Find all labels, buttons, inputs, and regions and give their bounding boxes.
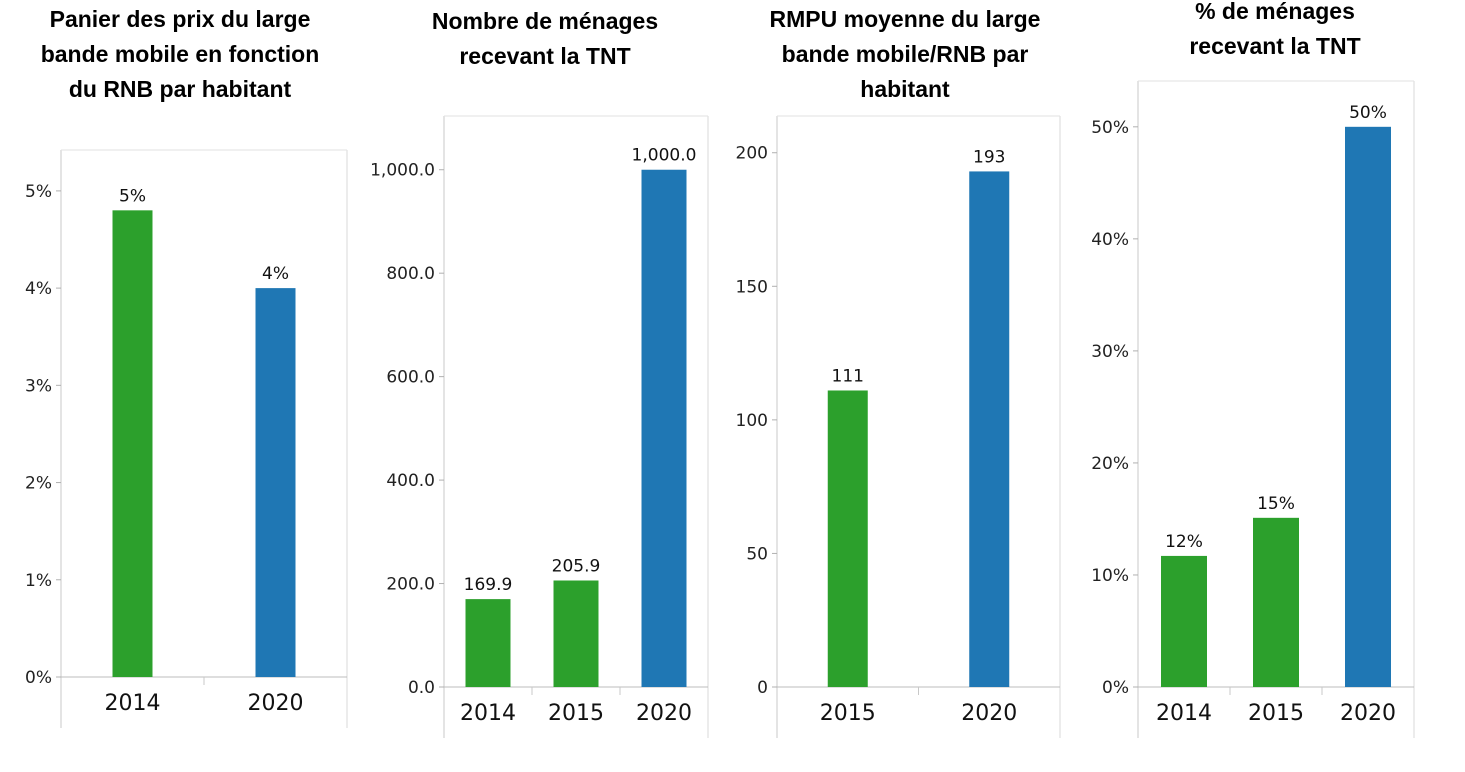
bar-2020 <box>255 288 296 677</box>
data-label: 5% <box>119 186 146 206</box>
x-tick-label: 2014 <box>1156 701 1212 726</box>
y-tick-label: 200.0 <box>386 575 435 595</box>
x-tick-label: 2020 <box>1340 701 1396 726</box>
data-label: 111 <box>832 366 864 386</box>
y-tick-label: 0 <box>757 678 768 698</box>
bar-chart-1: 0% 1% 2% 3% 4% 5% 5% 2014 4% 2020 <box>25 149 348 728</box>
bar-2014 <box>112 210 153 678</box>
y-tick-label: 600.0 <box>386 368 435 388</box>
data-label: 4% <box>262 264 289 284</box>
y-tick-label: 100 <box>736 411 768 431</box>
y-tick-label: 3% <box>25 376 52 396</box>
bar-chart-2: 0.0 200.0 400.0 600.0 800.0 1,000.0 169.9 2014 2… <box>370 115 709 738</box>
y-tick-label: 50% <box>1091 118 1129 138</box>
x-tick-label: 2020 <box>248 691 304 716</box>
y-tick-label: 10% <box>1091 566 1129 586</box>
chart-title: RMPU moyenne du large bande mobile/RNB p… <box>769 6 1041 102</box>
y-tick-label: 2% <box>25 474 52 494</box>
chart-panel-4: % de ménages recevant la TNT 0% 10% 20% 30%… <box>1085 0 1465 772</box>
data-label: 12% <box>1165 532 1203 552</box>
bar-2020 <box>641 169 687 687</box>
y-tick-label: 1,000.0 <box>370 161 435 181</box>
bar-2014 <box>1161 555 1207 687</box>
data-label: 15% <box>1257 494 1295 514</box>
chart-panel-2: Nombre de ménages recevant la TNT 0.0 200… <box>360 0 730 772</box>
chart-title: Nombre de ménages recevant la TNT <box>431 8 659 69</box>
y-tick-label: 0% <box>25 668 52 688</box>
bar-2015 <box>553 580 599 687</box>
y-tick-label: 200 <box>736 144 768 164</box>
chart-title: Panier des prix du large bande mobile en… <box>40 6 320 102</box>
y-tick-label: 4% <box>25 279 52 299</box>
y-tick-label: 0% <box>1102 678 1129 698</box>
x-tick-label: 2014 <box>105 691 161 716</box>
y-tick-label: 0.0 <box>408 678 435 698</box>
y-tick-label: 400.0 <box>386 471 435 491</box>
chart-title: % de ménages recevant la TNT <box>1189 0 1361 59</box>
y-tick-label: 40% <box>1091 230 1129 250</box>
x-tick-label: 2015 <box>548 701 604 726</box>
x-tick-label: 2015 <box>1248 701 1304 726</box>
bar-2020 <box>1345 126 1391 687</box>
y-tick-label: 30% <box>1091 342 1129 362</box>
y-tick-label: 1% <box>25 571 52 591</box>
bar-chart-3: 0 50 100 150 200 111 2015 193 2020 <box>736 115 1061 738</box>
data-label: 193 <box>973 147 1005 167</box>
chart-panel-3: RMPU moyenne du large bande mobile/RNB p… <box>725 0 1085 772</box>
y-tick-label: 800.0 <box>386 264 435 284</box>
bar-2020 <box>969 171 1010 687</box>
data-label: 1,000.0 <box>632 146 697 166</box>
y-tick-label: 20% <box>1091 454 1129 474</box>
x-tick-label: 2014 <box>460 701 516 726</box>
data-label: 205.9 <box>552 556 601 576</box>
chart-panel-1: Panier des prix du large bande mobile en… <box>0 0 360 772</box>
y-tick-label: 150 <box>736 277 768 297</box>
data-label: 50% <box>1349 103 1387 123</box>
y-tick-label: 50 <box>746 544 768 564</box>
bar-2015 <box>827 390 868 687</box>
y-tick-label: 5% <box>25 182 52 202</box>
x-tick-label: 2020 <box>961 701 1017 726</box>
data-label: 169.9 <box>464 575 513 595</box>
bar-2014 <box>465 599 511 687</box>
bar-2015 <box>1253 517 1299 687</box>
bar-chart-4: 0% 10% 20% 30% 40% 50% 12% 2014 15% 2015 50% 2020 <box>1091 80 1415 738</box>
x-tick-label: 2020 <box>636 701 692 726</box>
x-tick-label: 2015 <box>820 701 876 726</box>
